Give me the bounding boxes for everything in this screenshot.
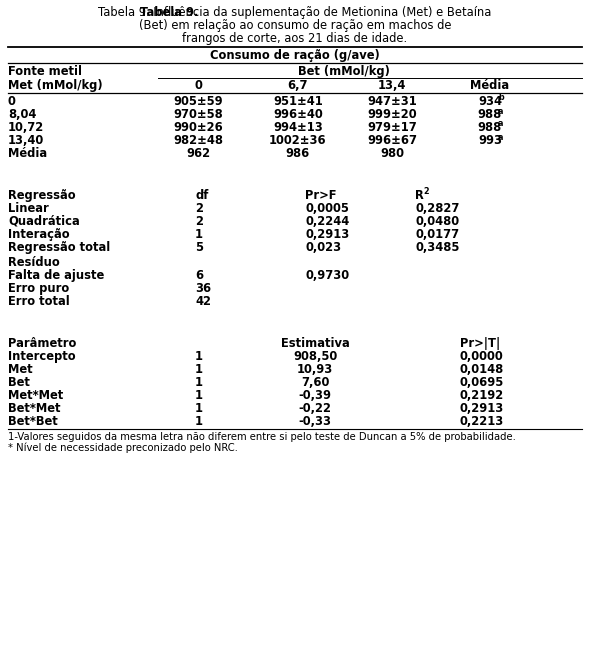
Text: -0,22: -0,22 xyxy=(299,402,332,415)
Text: Bet: Bet xyxy=(8,376,30,389)
Text: 8,04: 8,04 xyxy=(8,108,37,121)
Text: Falta de ajuste: Falta de ajuste xyxy=(8,269,104,282)
Text: Resíduo: Resíduo xyxy=(8,256,60,269)
Text: b: b xyxy=(498,94,504,103)
Text: 0,0177: 0,0177 xyxy=(415,228,459,241)
Text: Parâmetro: Parâmetro xyxy=(8,337,76,350)
Text: Interação: Interação xyxy=(8,228,70,241)
Text: Regressão: Regressão xyxy=(8,188,76,202)
Text: Consumo de ração (g/ave): Consumo de ração (g/ave) xyxy=(210,49,380,62)
Text: 2: 2 xyxy=(423,187,428,196)
Text: -0,39: -0,39 xyxy=(299,389,332,402)
Text: 1002±36: 1002±36 xyxy=(269,134,327,147)
Text: Pr>F: Pr>F xyxy=(305,188,336,202)
Text: Tabela 9. Influência da suplementação de Metionina (Met) e Betaína: Tabela 9. Influência da suplementação de… xyxy=(99,6,491,19)
Text: 2: 2 xyxy=(195,214,203,228)
Text: 1: 1 xyxy=(195,228,203,241)
Text: 988: 988 xyxy=(478,108,502,121)
Text: Tabela 9.: Tabela 9. xyxy=(140,6,198,19)
Text: 962: 962 xyxy=(186,147,210,160)
Text: 979±17: 979±17 xyxy=(367,121,417,134)
Text: 13,40: 13,40 xyxy=(8,134,44,147)
Text: a: a xyxy=(498,119,503,129)
Text: Intercepto: Intercepto xyxy=(8,350,76,362)
Text: Met*Met: Met*Met xyxy=(8,389,63,402)
Text: 6: 6 xyxy=(195,269,203,282)
Text: 13,4: 13,4 xyxy=(378,79,406,92)
Text: 1: 1 xyxy=(195,402,203,415)
Text: 0: 0 xyxy=(194,79,202,92)
Text: 951±41: 951±41 xyxy=(273,95,323,108)
Text: Média: Média xyxy=(8,147,47,160)
Text: 999±20: 999±20 xyxy=(367,108,417,121)
Text: 1: 1 xyxy=(195,362,203,376)
Text: 0,0005: 0,0005 xyxy=(305,202,349,214)
Text: 970±58: 970±58 xyxy=(173,108,223,121)
Text: 0,0480: 0,0480 xyxy=(415,214,459,228)
Text: 993: 993 xyxy=(478,134,502,147)
Text: Met: Met xyxy=(8,362,32,376)
Text: a: a xyxy=(498,133,503,141)
Text: 1: 1 xyxy=(195,350,203,362)
Text: Quadrática: Quadrática xyxy=(8,214,80,228)
Text: 0,2827: 0,2827 xyxy=(415,202,460,214)
Text: 0,2913: 0,2913 xyxy=(305,228,349,241)
Text: 980: 980 xyxy=(380,147,404,160)
Text: 0,0148: 0,0148 xyxy=(460,362,504,376)
Text: 0,0000: 0,0000 xyxy=(460,350,504,362)
Text: Linear: Linear xyxy=(8,202,49,214)
Text: 5: 5 xyxy=(195,241,203,254)
Text: 0,2213: 0,2213 xyxy=(460,415,504,428)
Text: Erro puro: Erro puro xyxy=(8,282,69,295)
Text: 996±67: 996±67 xyxy=(367,134,417,147)
Text: 0,0695: 0,0695 xyxy=(460,376,504,389)
Text: 988: 988 xyxy=(478,121,502,134)
Text: 0,9730: 0,9730 xyxy=(305,269,349,282)
Text: 934: 934 xyxy=(478,95,502,108)
Text: 10,93: 10,93 xyxy=(297,362,333,376)
Text: 6,7: 6,7 xyxy=(288,79,308,92)
Text: df: df xyxy=(195,188,208,202)
Text: Erro total: Erro total xyxy=(8,295,70,308)
Text: 0,2244: 0,2244 xyxy=(305,214,349,228)
Text: Bet*Bet: Bet*Bet xyxy=(8,415,58,428)
Text: 1: 1 xyxy=(195,376,203,389)
Text: 1: 1 xyxy=(195,389,203,402)
Text: 42: 42 xyxy=(195,295,211,308)
Text: 0,023: 0,023 xyxy=(305,241,341,254)
Text: 990±26: 990±26 xyxy=(173,121,223,134)
Text: 0: 0 xyxy=(8,95,16,108)
Text: Estimativa: Estimativa xyxy=(281,337,349,350)
Text: Bet (mMol/kg): Bet (mMol/kg) xyxy=(298,65,390,78)
Text: 10,72: 10,72 xyxy=(8,121,44,134)
Text: 36: 36 xyxy=(195,282,211,295)
Text: Met (mMol/kg): Met (mMol/kg) xyxy=(8,79,103,92)
Text: Fonte metil: Fonte metil xyxy=(8,65,82,78)
Text: 996±40: 996±40 xyxy=(273,108,323,121)
Text: 0,2913: 0,2913 xyxy=(460,402,504,415)
Text: Média: Média xyxy=(470,79,510,92)
Text: 982±48: 982±48 xyxy=(173,134,223,147)
Text: 905±59: 905±59 xyxy=(173,95,223,108)
Text: 2: 2 xyxy=(195,202,203,214)
Text: Pr>|T|: Pr>|T| xyxy=(460,337,500,350)
Text: R: R xyxy=(415,188,424,202)
Text: Bet*Met: Bet*Met xyxy=(8,402,61,415)
Text: 947±31: 947±31 xyxy=(367,95,417,108)
Text: 1: 1 xyxy=(195,415,203,428)
Text: 986: 986 xyxy=(286,147,310,160)
Text: 908,50: 908,50 xyxy=(293,350,337,362)
Text: 994±13: 994±13 xyxy=(273,121,323,134)
Text: a: a xyxy=(498,107,503,115)
Text: frangos de corte, aos 21 dias de idade.: frangos de corte, aos 21 dias de idade. xyxy=(182,32,408,45)
Text: Regressão total: Regressão total xyxy=(8,241,110,254)
Text: 0,3485: 0,3485 xyxy=(415,241,460,254)
Text: 0,2192: 0,2192 xyxy=(460,389,504,402)
Text: * Nível de necessidade preconizado pelo NRC.: * Nível de necessidade preconizado pelo … xyxy=(8,443,238,454)
Text: (Bet) em relação ao consumo de ração em machos de: (Bet) em relação ao consumo de ração em … xyxy=(139,19,451,32)
Text: 7,60: 7,60 xyxy=(301,376,329,389)
Text: 1-Valores seguidos da mesma letra não diferem entre si pelo teste de Duncan a 5%: 1-Valores seguidos da mesma letra não di… xyxy=(8,431,516,442)
Text: -0,33: -0,33 xyxy=(299,415,332,428)
